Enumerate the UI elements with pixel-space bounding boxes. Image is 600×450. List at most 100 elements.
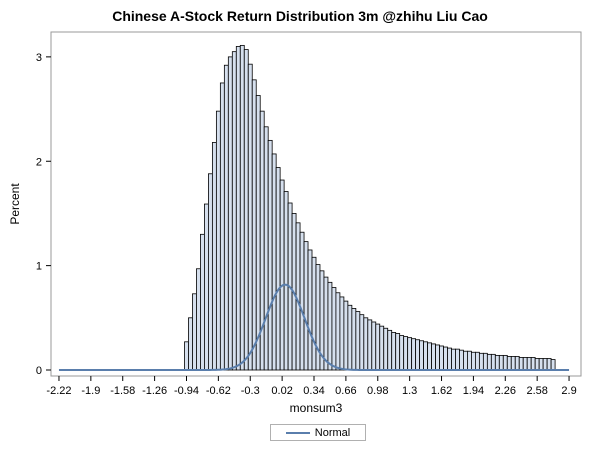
histogram-bar bbox=[219, 82, 225, 371]
histogram-bar bbox=[498, 354, 504, 371]
histogram-bar bbox=[538, 358, 544, 371]
histogram-bar bbox=[514, 356, 520, 371]
histogram-bar bbox=[431, 343, 436, 371]
histogram-bar bbox=[343, 300, 349, 371]
histogram-bar bbox=[255, 95, 261, 371]
histogram-bar bbox=[490, 353, 496, 371]
histogram-bar bbox=[455, 348, 460, 371]
histogram-bar bbox=[482, 352, 488, 371]
histogram-bar bbox=[315, 264, 321, 371]
histogram-bar bbox=[467, 350, 472, 371]
histogram-bar bbox=[283, 191, 289, 371]
histogram-bar bbox=[371, 321, 377, 371]
histogram-bar bbox=[534, 358, 540, 371]
histogram-bar bbox=[383, 327, 389, 371]
x-tick-label: -1.58 bbox=[110, 385, 135, 397]
histogram-bar bbox=[223, 64, 229, 371]
x-tick-label: 0.98 bbox=[367, 385, 388, 397]
x-tick-label: 2.26 bbox=[495, 385, 516, 397]
histogram-bar bbox=[192, 293, 197, 371]
histogram-bar bbox=[367, 319, 373, 371]
y-tick-label: 0 bbox=[36, 365, 42, 377]
histogram-bar bbox=[451, 348, 456, 371]
x-tick-label: 0.66 bbox=[335, 385, 356, 397]
histogram-bar bbox=[215, 110, 221, 371]
histogram-bar bbox=[518, 357, 524, 371]
x-tick-label: -2.22 bbox=[46, 385, 71, 397]
histogram-bar bbox=[327, 281, 333, 371]
histogram-bar bbox=[542, 358, 548, 371]
histogram-bar bbox=[275, 167, 281, 371]
histogram-bar bbox=[279, 179, 285, 371]
histogram-bar bbox=[494, 354, 500, 371]
histogram-bar bbox=[188, 317, 193, 371]
x-tick-label: 2.9 bbox=[561, 385, 576, 397]
histogram-bar bbox=[267, 139, 273, 371]
histogram-bar bbox=[363, 317, 369, 371]
histogram-bar bbox=[423, 341, 428, 371]
histogram-bar bbox=[419, 340, 424, 371]
histogram-bar bbox=[395, 333, 401, 371]
histogram-bar bbox=[474, 351, 480, 371]
histogram-bar bbox=[443, 346, 448, 371]
x-tick-label: -0.94 bbox=[174, 385, 199, 397]
histogram-bar bbox=[546, 358, 552, 371]
histogram-bar bbox=[522, 357, 528, 371]
histogram-bar bbox=[247, 63, 253, 371]
histogram-bar bbox=[403, 336, 409, 371]
histogram-bar bbox=[439, 345, 444, 371]
histogram-bar bbox=[196, 268, 201, 371]
histogram-bar bbox=[299, 231, 305, 371]
plot-frame bbox=[50, 31, 582, 377]
histogram-bar bbox=[447, 347, 452, 371]
histogram-bar bbox=[235, 46, 241, 371]
histogram-bar bbox=[351, 308, 357, 371]
histogram-bar bbox=[184, 341, 189, 371]
x-tick-label: 1.62 bbox=[431, 385, 452, 397]
histogram-bar bbox=[227, 56, 233, 371]
x-tick-label: -0.3 bbox=[241, 385, 260, 397]
histogram-bar bbox=[506, 356, 512, 371]
histogram-bar bbox=[323, 276, 329, 371]
histogram-bars bbox=[184, 44, 556, 371]
x-tick-label: -0.62 bbox=[206, 385, 231, 397]
histogram-bar bbox=[550, 359, 556, 371]
x-axis-label: monsum3 bbox=[290, 401, 343, 415]
histogram-bar bbox=[486, 353, 492, 371]
normal-curve-line bbox=[58, 283, 570, 371]
y-tick-label: 1 bbox=[36, 261, 42, 273]
histogram-bar bbox=[307, 249, 313, 371]
y-axis: 0 1 2 3 bbox=[36, 52, 51, 377]
histogram-bar bbox=[231, 51, 237, 371]
histogram-bar bbox=[478, 352, 484, 371]
histogram-bar bbox=[339, 296, 345, 371]
x-tick-label: 0.02 bbox=[271, 385, 292, 397]
histogram-bar bbox=[271, 153, 277, 371]
legend: Normal bbox=[270, 424, 366, 441]
histogram-bar bbox=[510, 356, 516, 371]
x-tick-label: -1.9 bbox=[81, 385, 100, 397]
x-tick-label: 1.3 bbox=[402, 385, 417, 397]
histogram-bar bbox=[251, 79, 257, 371]
histogram-bar bbox=[463, 350, 468, 371]
histogram-bar bbox=[347, 304, 353, 371]
histogram-bar bbox=[200, 233, 205, 371]
histogram-bar bbox=[239, 44, 245, 371]
histogram-bar bbox=[427, 342, 432, 371]
histogram-bar bbox=[335, 292, 341, 371]
legend-line-swatch bbox=[285, 431, 310, 434]
x-tick-label: 1.94 bbox=[463, 385, 484, 397]
histogram-bar bbox=[211, 142, 217, 371]
histogram-bar bbox=[263, 126, 269, 371]
histogram-bar bbox=[311, 256, 317, 371]
histogram-bar bbox=[407, 337, 413, 371]
histogram-bar bbox=[530, 357, 536, 371]
x-tick-label: 0.34 bbox=[303, 385, 324, 397]
histogram-bar bbox=[411, 338, 417, 371]
histogram-bar bbox=[399, 335, 405, 371]
x-tick-label: -1.26 bbox=[142, 385, 167, 397]
histogram-bar bbox=[303, 241, 309, 371]
histogram-bar bbox=[459, 349, 464, 371]
